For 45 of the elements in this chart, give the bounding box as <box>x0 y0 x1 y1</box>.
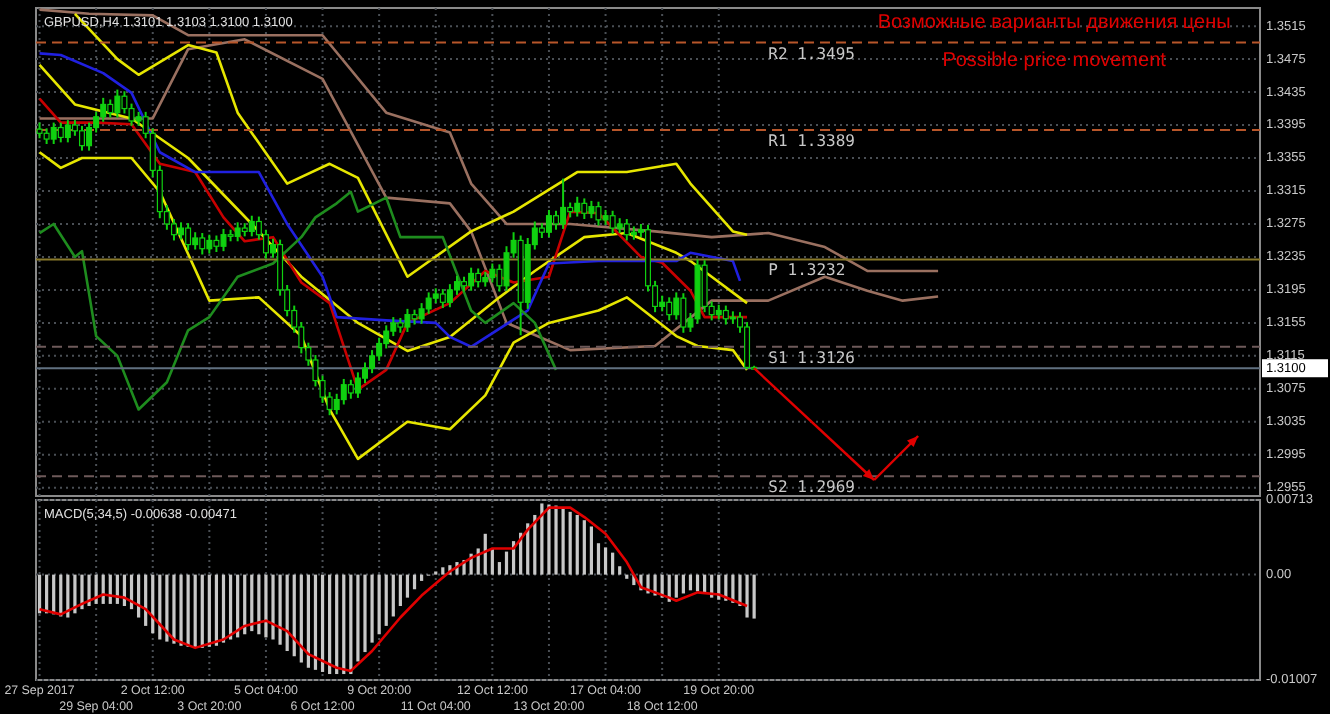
candlestick <box>701 259 708 314</box>
candlestick <box>439 288 446 310</box>
line-series <box>38 190 558 411</box>
line-series <box>38 97 749 391</box>
candlestick <box>489 262 496 284</box>
annotation: Возможные варианты движения цены <box>877 12 1231 34</box>
candlestick <box>234 221 241 243</box>
candlestick <box>623 218 630 242</box>
candlestick <box>248 214 255 238</box>
candlestick <box>121 90 128 115</box>
ref-line-label: R2 1.3495 <box>768 44 856 63</box>
candlestick <box>199 232 206 256</box>
candlestick <box>220 227 227 253</box>
ref-line-label: S1 1.3126 <box>768 348 856 367</box>
annotation: Possible price movement <box>942 50 1167 72</box>
ref-line-label: P 1.3232 <box>768 261 846 280</box>
candlestick <box>185 222 192 252</box>
candlestick <box>340 377 347 406</box>
candlestick <box>347 378 354 400</box>
line-series <box>38 506 749 673</box>
candlestick <box>57 121 64 144</box>
candlestick <box>680 292 687 334</box>
candlestick <box>64 119 71 144</box>
candlestick <box>560 177 567 230</box>
candlestick <box>50 121 57 146</box>
candlestick <box>206 233 213 255</box>
candlestick <box>673 291 680 321</box>
ref-line-label: R1 1.3389 <box>768 132 856 150</box>
candlestick <box>722 304 729 326</box>
candlestick <box>78 124 85 152</box>
candlestick <box>581 197 588 221</box>
candlestick <box>666 296 673 322</box>
line-series <box>38 150 749 461</box>
candlestick <box>545 208 552 239</box>
ref-line-label: S2 1.2969 <box>768 478 856 497</box>
candlestick <box>475 267 482 289</box>
candlestick <box>114 88 121 119</box>
candlestick <box>574 195 581 218</box>
candlestick <box>468 266 475 292</box>
candlestick <box>404 307 411 333</box>
candlestick <box>609 209 616 235</box>
candlestick <box>446 283 453 309</box>
candlestick <box>553 209 560 231</box>
candlestick <box>595 200 602 227</box>
candlestick <box>107 98 114 119</box>
